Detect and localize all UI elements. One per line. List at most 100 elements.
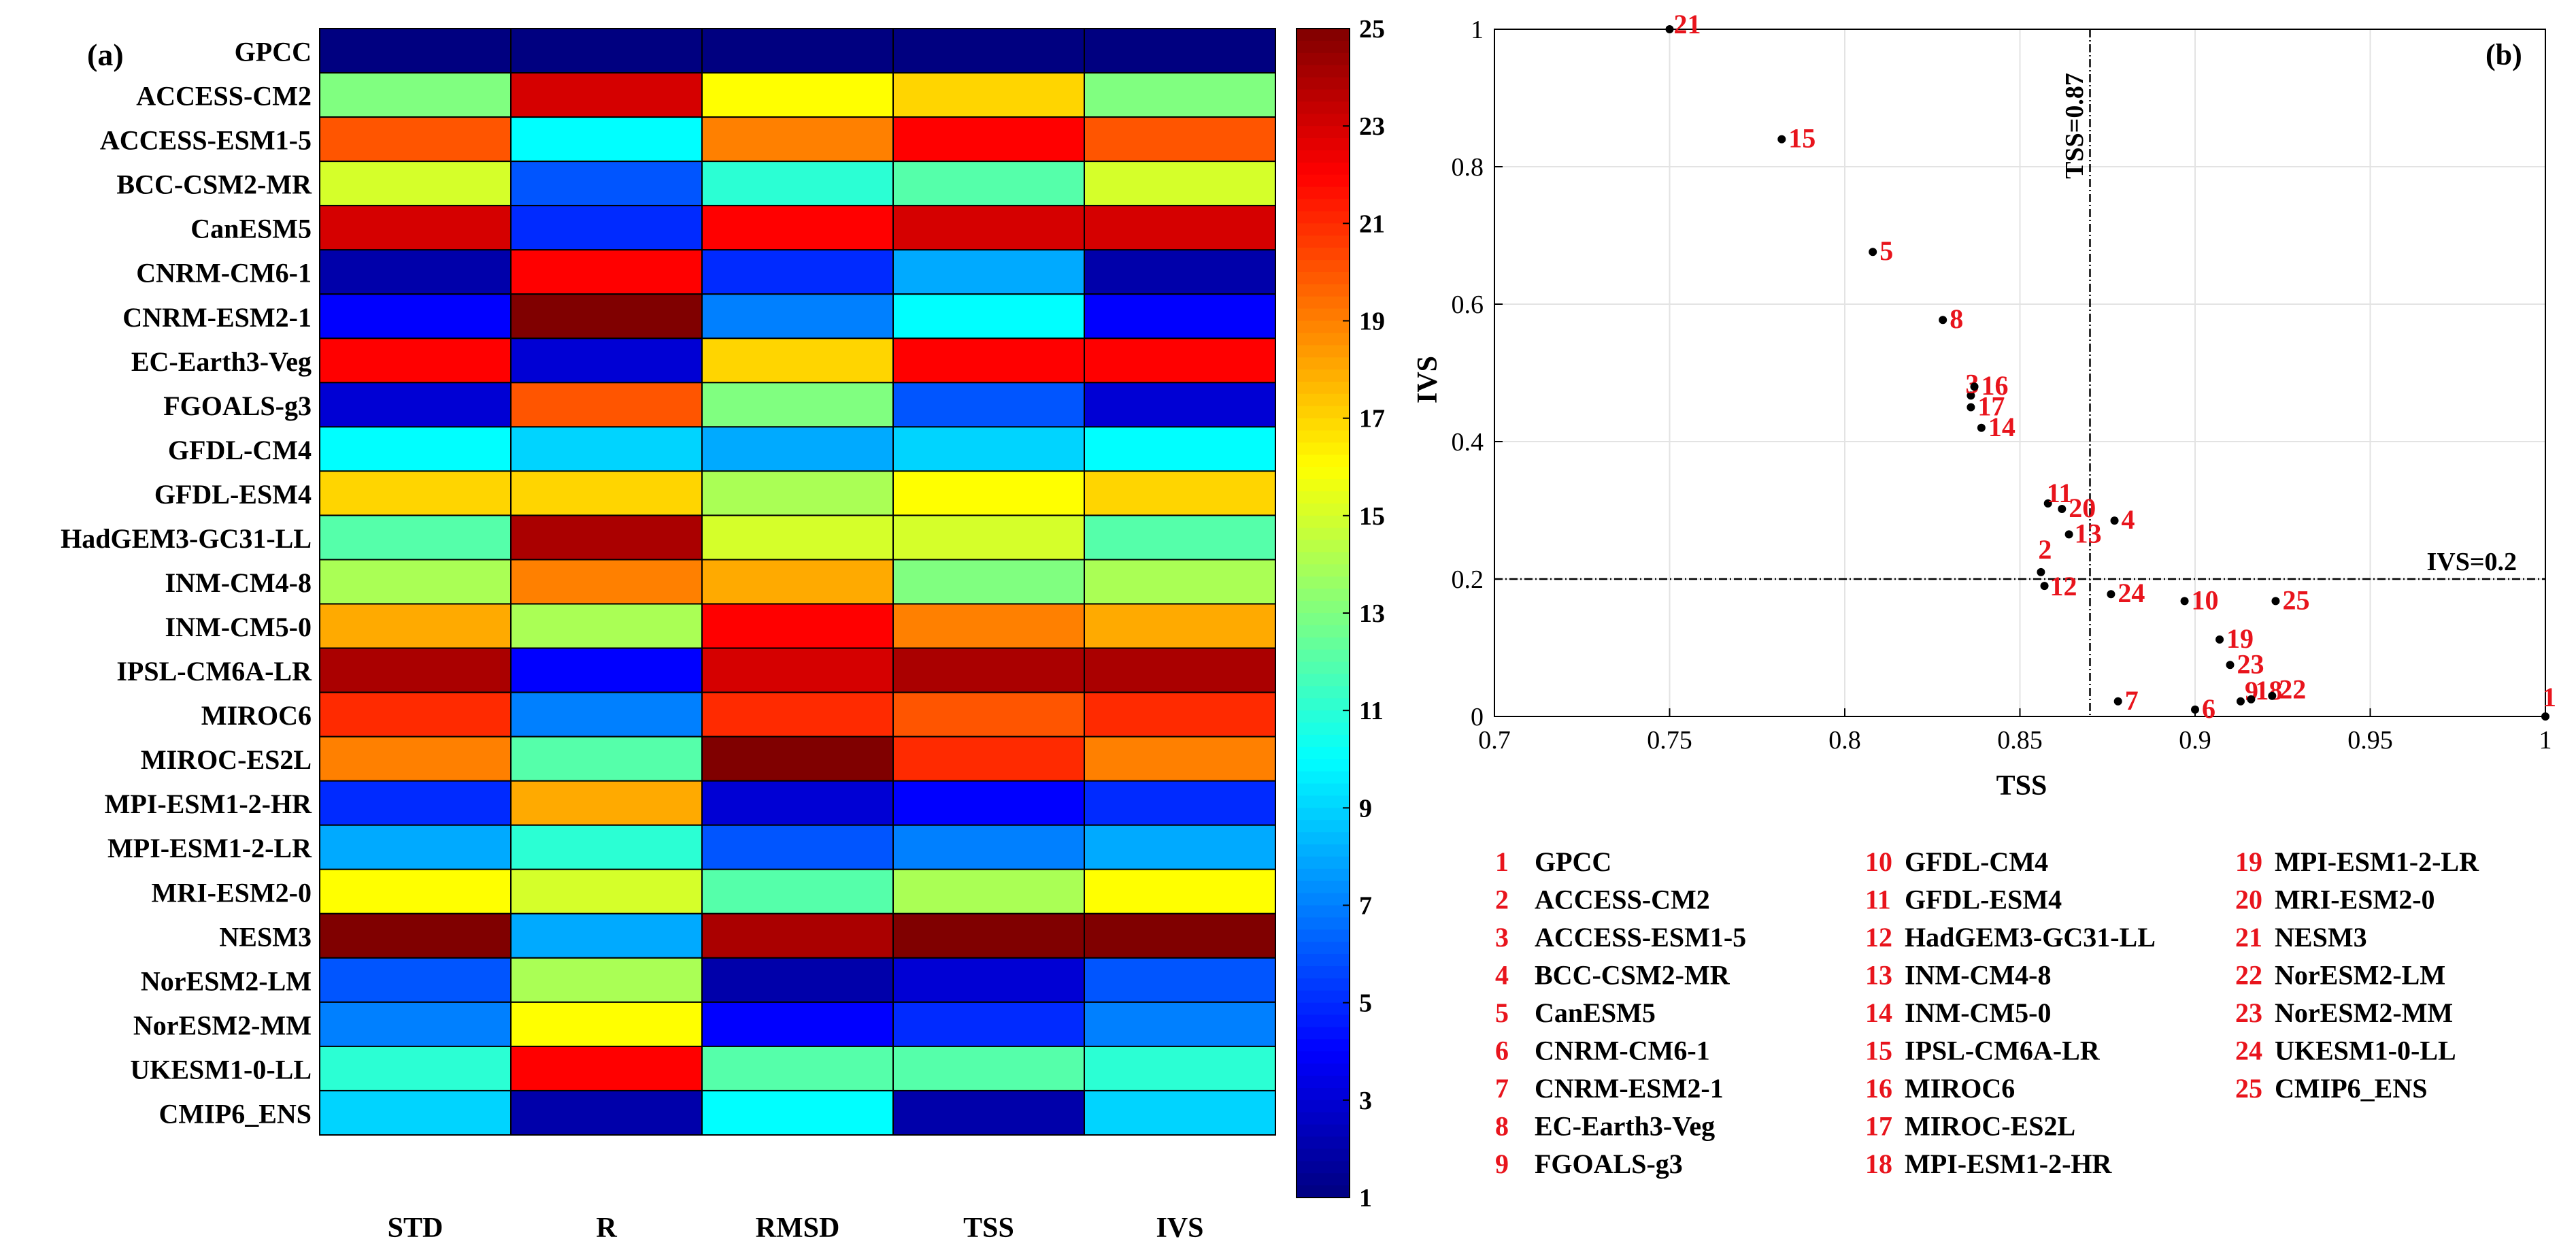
colorbar-segment [1297, 905, 1350, 918]
heatmap-cell [1084, 249, 1276, 295]
colorbar-segment [1297, 723, 1350, 736]
heatmap-row-label: MPI-ESM1-2-HR [105, 789, 313, 819]
scatter-point [2247, 695, 2256, 704]
colorbar-segment [1297, 1087, 1350, 1101]
heatmap-cell [319, 72, 512, 118]
heatmap-cell [701, 293, 894, 340]
scatter-point-label: 16 [1981, 370, 2009, 401]
legend-model-name: CNRM-CM6-1 [1535, 1036, 1710, 1066]
heatmap-cell [1084, 868, 1276, 914]
colorbar-tick-label: 15 [1359, 502, 1385, 531]
colorbar-segment [1297, 455, 1350, 467]
heatmap-cell [892, 868, 1085, 914]
heatmap-cell [892, 780, 1085, 826]
colorbar-segment [1297, 430, 1350, 444]
colorbar-tick-label: 11 [1359, 697, 1384, 725]
x-tick-label: 0.85 [1997, 726, 2043, 755]
scatter-point [2215, 635, 2224, 644]
colorbar-segment [1297, 1051, 1350, 1064]
colorbar-segment [1297, 491, 1350, 504]
heatmap-cell [1084, 1089, 1276, 1136]
scatter-grid [1494, 29, 2546, 717]
colorbar-segment [1297, 89, 1350, 102]
scatter-point [2541, 712, 2549, 721]
heatmap-cell [319, 912, 512, 959]
colorbar-segment [1297, 637, 1350, 650]
legend-number: 17 [1865, 1111, 1892, 1142]
colorbar-segment [1297, 1173, 1350, 1186]
panel-label-b: (b) [2486, 38, 2522, 71]
colorbar-segment [1297, 162, 1350, 176]
colorbar-segment [1297, 29, 1350, 42]
y-tick-label: 0.8 [1452, 153, 1484, 182]
heatmap-cell [701, 780, 894, 826]
legend-model-name: BCC-CSM2-MR [1535, 960, 1730, 991]
colorbar-segment [1297, 601, 1350, 614]
heatmap-cell [701, 205, 894, 251]
legend-number: 23 [2235, 997, 2262, 1028]
heatmap-row-label: ACCESS-ESM1-5 [100, 125, 312, 156]
heatmap-cell [892, 28, 1085, 74]
scatter-point-label: 7 [2125, 685, 2139, 716]
scatter-point [2236, 697, 2245, 706]
heatmap-cell [892, 1001, 1085, 1047]
heatmap-cell [701, 337, 894, 384]
heatmap-cell [510, 868, 703, 914]
scatter-point-label: 1 [2543, 682, 2556, 712]
heatmap-cell [510, 382, 703, 428]
heatmap-cell [701, 912, 894, 959]
legend-number: 21 [2235, 922, 2262, 953]
heatmap-cell [319, 28, 512, 74]
legend-number: 5 [1495, 997, 1509, 1028]
heatmap-cell [701, 382, 894, 428]
heatmap-cell [319, 691, 512, 738]
scatter-point-label: 18 [2255, 675, 2282, 706]
heatmap-cell [510, 293, 703, 340]
scatter-point [2271, 597, 2280, 606]
heatmap-cell [1084, 647, 1276, 693]
heatmap-cell [701, 603, 894, 649]
legend-model-name: MIROC-ES2L [1905, 1111, 2075, 1142]
heatmap-row-label: CNRM-ESM2-1 [122, 302, 312, 333]
legend-model-name: ACCESS-ESM1-5 [1535, 922, 1746, 953]
colorbar-segment [1297, 442, 1350, 455]
heatmap-cell [701, 736, 894, 782]
heatmap-cell [319, 161, 512, 207]
legend-number: 2 [1495, 885, 1509, 915]
colorbar-segment [1297, 893, 1350, 906]
heatmap-cell [1084, 1001, 1276, 1047]
colorbar-segment [1297, 406, 1350, 419]
legend-model-name: MRI-ESM2-0 [2275, 885, 2435, 915]
heatmap-row-label: MRI-ESM2-0 [151, 877, 312, 908]
legend-number: 12 [1865, 922, 1892, 953]
legend-number: 6 [1495, 1036, 1509, 1066]
colorbar-tick-label: 19 [1359, 308, 1385, 336]
heatmap-cell [1084, 603, 1276, 649]
scatter-point-label: 6 [2202, 693, 2215, 724]
legend-number: 18 [1865, 1149, 1892, 1179]
x-tick-label: 0.75 [1647, 726, 1692, 755]
heatmap-cell [1084, 205, 1276, 251]
heatmap-cell [510, 736, 703, 782]
colorbar-segment [1297, 783, 1350, 797]
scatter-points: 1234567891011121314151617181920212223242… [1665, 9, 2556, 724]
heatmap-cell [701, 957, 894, 1003]
heatmap-cell [1084, 559, 1276, 605]
colorbar-segment [1297, 503, 1350, 516]
colorbar-tick-label: 25 [1359, 15, 1385, 44]
legend-number: 11 [1865, 885, 1891, 915]
heatmap-cell [1084, 514, 1276, 561]
scatter-point-label: 8 [1950, 303, 1963, 334]
colorbar-segment [1297, 1076, 1350, 1089]
colorbar-segment [1297, 844, 1350, 857]
heatmap-cell [892, 116, 1085, 163]
heatmap-row-label: INM-CM5-0 [165, 612, 312, 642]
heatmap-cell [1084, 116, 1276, 163]
heatmap-row-label: FGOALS-g3 [163, 391, 312, 421]
heatmap-row-label: IPSL-CM6A-LR [116, 656, 312, 687]
heatmap-cell [701, 691, 894, 738]
heatmap-cell [510, 559, 703, 605]
colorbar-segment [1297, 759, 1350, 772]
colorbar-segment [1297, 150, 1350, 163]
